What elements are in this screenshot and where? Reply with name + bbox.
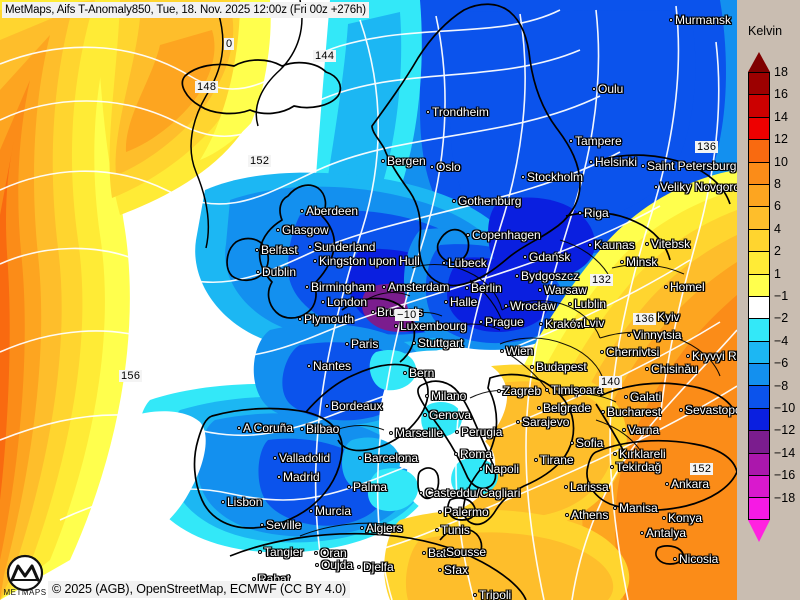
legend-arrow-bottom-icon bbox=[748, 520, 770, 542]
map-credits: © 2025 (AGB), OpenStreetMap, ECMWF (CC B… bbox=[48, 581, 351, 598]
contour-value-label: 136 bbox=[633, 313, 657, 325]
legend-arrow-top-icon bbox=[748, 52, 770, 72]
contour-value-label: −10 bbox=[395, 309, 419, 321]
legend-band bbox=[748, 161, 770, 184]
contour-value-label: 148 bbox=[195, 81, 219, 93]
legend-tick-label: −8 bbox=[774, 378, 789, 393]
legend-tick-label: −10 bbox=[774, 401, 796, 415]
legend-band bbox=[748, 206, 770, 229]
legend-band bbox=[748, 273, 770, 296]
legend-band bbox=[748, 183, 770, 207]
legend-tick-label: −12 bbox=[774, 423, 796, 438]
legend-color-bar[interactable] bbox=[748, 72, 770, 520]
legend-band bbox=[748, 94, 770, 117]
map-canvas[interactable]: 0 144 148 152 156 136 132 136 140 152 −10 Murmansk… bbox=[0, 0, 737, 600]
map-title: MetMaps, Aifs T-Anomaly850, Tue, 18. Nov… bbox=[2, 2, 369, 18]
legend-band bbox=[748, 295, 770, 319]
legend-tick-label: 2 bbox=[774, 244, 781, 259]
legend-band bbox=[748, 430, 770, 453]
legend-band bbox=[748, 407, 770, 431]
legend-band bbox=[748, 385, 770, 408]
legend-band bbox=[748, 363, 770, 386]
legend-band bbox=[748, 251, 770, 274]
legend-band bbox=[748, 116, 770, 140]
legend-tick-label: −2 bbox=[774, 311, 789, 326]
legend-band bbox=[748, 318, 770, 341]
legend-tick-label: −14 bbox=[774, 445, 796, 460]
logo-wordmark: METMAPS bbox=[3, 588, 46, 597]
legend-band bbox=[748, 475, 770, 498]
legend-band bbox=[748, 497, 770, 520]
legend-band bbox=[748, 228, 770, 252]
contour-value-label: 132 bbox=[590, 274, 614, 286]
legend-unit-label: Kelvin bbox=[748, 24, 783, 38]
legend-band bbox=[748, 72, 770, 95]
legend-tick-label: −16 bbox=[774, 468, 796, 483]
legend-tick-label: 10 bbox=[774, 154, 788, 169]
legend-tick-label: 6 bbox=[774, 199, 781, 214]
contour-value-label: 0 bbox=[224, 38, 235, 50]
anomaly-field bbox=[0, 0, 737, 600]
legend-tick-label: 8 bbox=[774, 177, 781, 191]
legend-band bbox=[748, 340, 770, 364]
contour-value-label: 152 bbox=[690, 463, 714, 475]
legend-tick-label: −6 bbox=[774, 356, 789, 371]
metmaps-logo-icon[interactable]: METMAPS bbox=[2, 552, 48, 598]
contour-value-label: 152 bbox=[248, 155, 272, 167]
contour-value-label: 140 bbox=[599, 376, 623, 388]
legend-tick-label: 4 bbox=[774, 221, 781, 236]
legend-band bbox=[748, 139, 770, 162]
legend-tick-label: −4 bbox=[774, 333, 789, 348]
legend-tick-label: 14 bbox=[774, 109, 788, 124]
contour-value-label: 144 bbox=[313, 50, 337, 62]
legend-tick-label: 1 bbox=[774, 266, 781, 281]
legend-tick-label: −1 bbox=[774, 289, 789, 303]
color-legend-panel: Kelvin 18 16 14 12 10 8 6 4 2 1 −1 −2 −4 −6 −8 −10 −12 −1… bbox=[737, 0, 800, 600]
contour-value-label: 136 bbox=[695, 141, 719, 153]
legend-tick-label: 18 bbox=[774, 65, 788, 79]
legend-tick-label: 12 bbox=[774, 132, 788, 147]
contour-value-label: 156 bbox=[119, 370, 143, 382]
legend-tick-label: −18 bbox=[774, 490, 796, 505]
legend-tick-label: 16 bbox=[774, 87, 788, 102]
legend-band bbox=[748, 452, 770, 476]
